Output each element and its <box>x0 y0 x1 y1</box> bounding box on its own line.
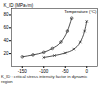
svg-text:0: 0 <box>85 69 88 74</box>
svg-text:-50: -50 <box>62 69 69 74</box>
svg-text:K_ID (MPa√m): K_ID (MPa√m) <box>4 3 34 8</box>
html-text:K_ID : critical stress intensi: K_ID : critical stress intensity factor … <box>1 74 88 84</box>
svg-text:-100: -100 <box>39 69 49 74</box>
svg-text:40: 40 <box>3 38 9 43</box>
svg-text:Temperature (°C): Temperature (°C) <box>64 9 97 14</box>
svg-text:80: 80 <box>3 12 9 17</box>
svg-text:20: 20 <box>3 51 9 56</box>
svg-text:-150: -150 <box>18 69 28 74</box>
svg-text:60: 60 <box>3 25 9 30</box>
